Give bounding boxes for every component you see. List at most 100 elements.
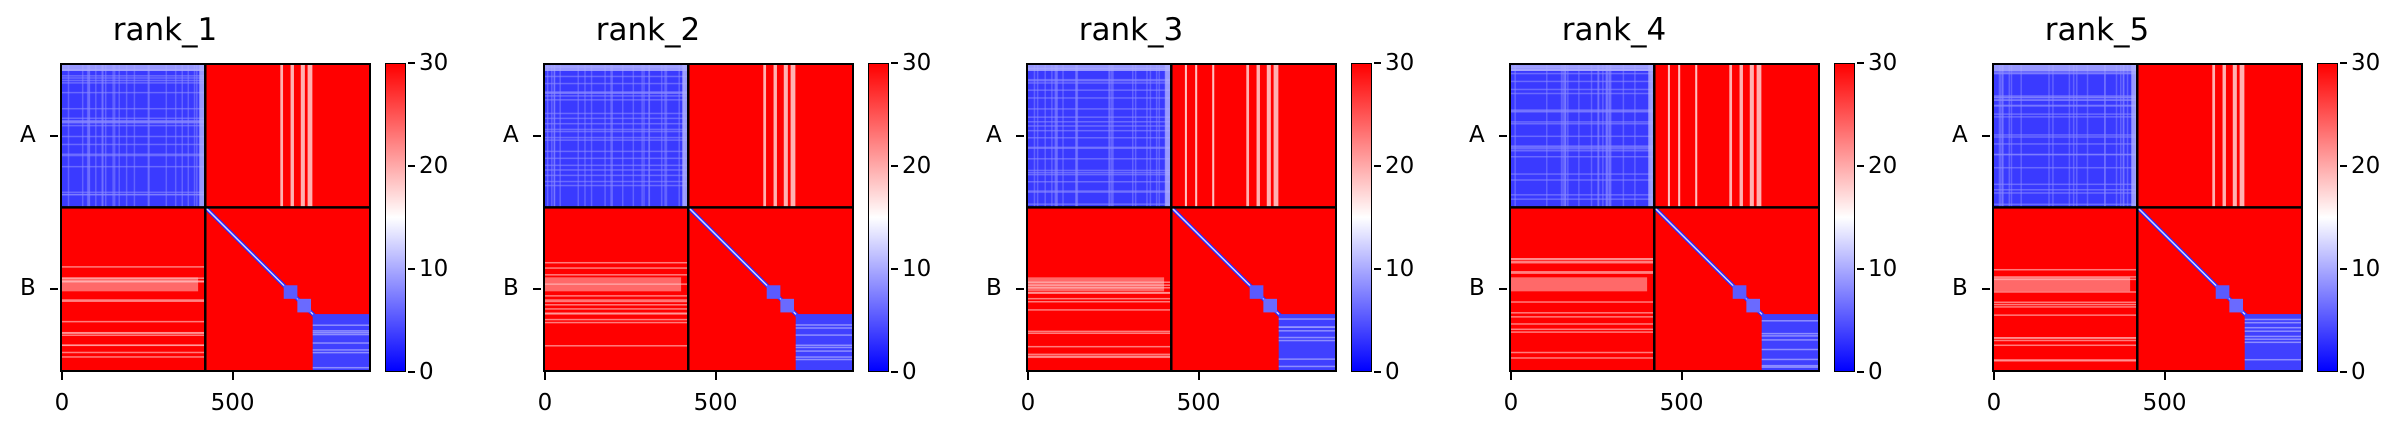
stripe-col (643, 65, 645, 208)
stripe-row (1511, 72, 1655, 75)
stripe-col (559, 65, 561, 208)
stripe-domain (312, 333, 369, 336)
stripe-ab (307, 65, 313, 208)
stripe-row (545, 136, 689, 139)
stripe-row (1028, 171, 1172, 174)
stripe-row (1028, 79, 1172, 82)
stripe-domain (312, 342, 369, 344)
colorbar-tick-label: 30 (1868, 50, 1898, 76)
stripe-row (1511, 146, 1655, 148)
y-tick-label: B (20, 274, 36, 301)
domain-block (780, 298, 795, 313)
stripe-ba (62, 299, 206, 301)
stripe-ba (1511, 323, 1655, 325)
stripe-col (604, 65, 606, 208)
stripe-col (1033, 65, 1036, 208)
stripe-row (1028, 78, 1172, 81)
stripe-ba (1511, 316, 1655, 318)
stripe-domain (1761, 348, 1818, 351)
pae-heatmap (1992, 63, 2303, 372)
stripe-domain (795, 324, 852, 326)
stripe-ba (62, 344, 206, 347)
x-tick-mark (714, 372, 717, 380)
pae-heatmap (1026, 63, 1337, 372)
stripe-col (2126, 65, 2129, 208)
colorbar-tick-label: 20 (1385, 153, 1415, 179)
y-tick-label: B (986, 274, 1002, 301)
stripe-ab (1749, 65, 1754, 208)
colorbar-tick-mark (1857, 165, 1864, 167)
colorbar-tick-label: 10 (1868, 256, 1898, 282)
y-tick-label: A (986, 122, 1002, 149)
stripe-edge (1165, 65, 1172, 208)
colorbar-tick-label: 20 (1868, 153, 1898, 179)
stripe-row (1028, 173, 1172, 176)
x-tick-mark (2163, 372, 2166, 380)
stripe-col (2120, 65, 2122, 208)
stripe-row (62, 124, 206, 127)
stripe-row (1994, 116, 2138, 118)
stripe-ba (1994, 344, 2138, 347)
colorbar-tick-mark (2340, 62, 2347, 64)
colorbar-tick-label: 10 (419, 256, 449, 282)
stripe-row (1028, 116, 1172, 118)
stripe-ba (1511, 357, 1655, 359)
stripe-edge (1994, 65, 2138, 71)
x-tick-label: 500 (210, 390, 255, 416)
stripe-col (611, 65, 614, 208)
stripe-ab (1246, 65, 1250, 208)
x-tick-mark (1510, 372, 1512, 380)
stripe-col (648, 65, 651, 208)
stripe-col (1075, 65, 1078, 208)
stripe-domain (2244, 321, 2301, 324)
stripe-ba (62, 300, 206, 302)
stripe-ba (1028, 353, 1172, 356)
domain-block (795, 314, 852, 370)
stripe-ab (2222, 65, 2226, 208)
stripe-col (660, 65, 663, 208)
colorbar-tick-mark (408, 371, 415, 373)
stripe-row (1994, 188, 2138, 191)
stripe-row (1994, 136, 2138, 138)
panel-title: rank_5 (2044, 12, 2150, 48)
stripe-col (1149, 65, 1152, 208)
stripe-col (2008, 65, 2011, 208)
x-tick-mark (1993, 372, 1995, 380)
stripe-col (1110, 65, 1113, 208)
stripe-row (1994, 72, 2138, 74)
stripe-ab (1266, 65, 1271, 208)
stripe-row (1028, 147, 1172, 150)
panel-title: rank_3 (1078, 12, 1184, 48)
stripe-ba (62, 277, 199, 292)
stripe-ba (62, 320, 206, 323)
stripe-row (545, 92, 689, 94)
stripe-col (1146, 65, 1148, 208)
colorbar-tick-label: 30 (1385, 50, 1415, 76)
domain-block (1761, 314, 1818, 370)
colorbar-tick-mark (408, 165, 415, 167)
stripe-col (147, 65, 150, 208)
stripe-col (101, 65, 103, 208)
colorbar-tick-mark (2340, 268, 2347, 270)
y-tick-label: A (20, 122, 36, 149)
stripe-row (62, 79, 206, 82)
domain-block (766, 285, 781, 299)
stripe-ab (1256, 65, 1260, 208)
pae-heatmap (1509, 63, 1820, 372)
stripe-ab (1273, 65, 1279, 208)
stripe-col (1076, 65, 1079, 208)
stripe-col (2048, 65, 2050, 208)
stripe-ba (545, 304, 689, 306)
stripe-ba (62, 334, 206, 336)
y-tick-mark (533, 135, 541, 138)
stripe-domain (1278, 339, 1335, 342)
x-tick-mark (1197, 372, 1200, 380)
stripe-col (590, 65, 593, 208)
stripe-domain (1278, 326, 1335, 328)
domain-block (1278, 314, 1335, 370)
stripe-domain (1278, 358, 1335, 360)
stripe-row (1511, 92, 1655, 95)
domain-block (312, 314, 369, 370)
stripe-ba (1511, 260, 1655, 263)
stripe-row (62, 121, 206, 124)
